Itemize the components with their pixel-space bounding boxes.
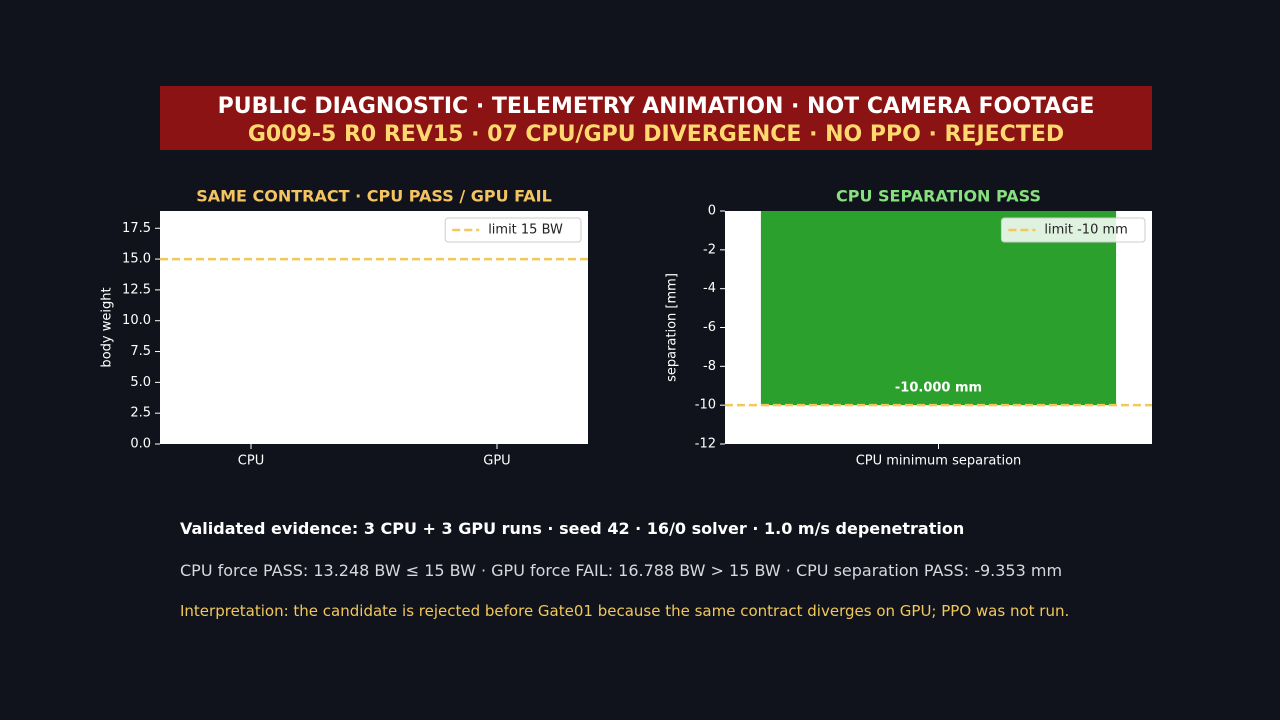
header-band: PUBLIC DIAGNOSTIC · TELEMETRY ANIMATION … bbox=[160, 86, 1152, 150]
y-tick-label: 10.0 bbox=[122, 313, 151, 328]
charts: SAME CONTRACT · CPU PASS / GPU FAIL body … bbox=[100, 187, 1152, 469]
y-axis-label: separation [mm] bbox=[665, 273, 680, 382]
y-tick-label: -8 bbox=[703, 359, 716, 374]
y-tick-label: -10 bbox=[695, 398, 716, 413]
legend-label: limit 15 BW bbox=[488, 223, 563, 238]
x-tick-label: GPU bbox=[483, 454, 510, 469]
footer-evidence: Validated evidence: 3 CPU + 3 GPU runs ·… bbox=[180, 519, 965, 538]
y-tick-label: -12 bbox=[695, 437, 716, 452]
footer-results: CPU force PASS: 13.248 BW ≤ 15 BW · GPU … bbox=[180, 561, 1063, 580]
chart-title: CPU SEPARATION PASS bbox=[836, 187, 1041, 206]
legend-box bbox=[1000, 217, 1146, 243]
legend-label: limit -10 mm bbox=[1044, 223, 1127, 238]
x-tick-label: CPU minimum separation bbox=[856, 454, 1022, 469]
footer-interpretation: Interpretation: the candidate is rejecte… bbox=[180, 602, 1070, 620]
y-tick-label: 7.5 bbox=[130, 344, 151, 359]
header-title: PUBLIC DIAGNOSTIC · TELEMETRY ANIMATION … bbox=[217, 94, 1095, 119]
x-tick-label: CPU bbox=[238, 454, 264, 469]
y-tick-label: 2.5 bbox=[130, 406, 151, 421]
bar bbox=[760, 211, 1117, 406]
y-tick-label: -4 bbox=[703, 281, 716, 296]
legend-box bbox=[444, 217, 582, 243]
header-subtitle: G009-5 R0 REV15 · 07 CPU/GPU DIVERGENCE … bbox=[247, 122, 1065, 147]
chart-title: SAME CONTRACT · CPU PASS / GPU FAIL bbox=[196, 187, 552, 206]
y-axis-label: body weight bbox=[100, 287, 115, 367]
y-tick-label: 0.0 bbox=[130, 437, 151, 452]
y-tick-label: 5.0 bbox=[130, 375, 151, 390]
plot-area bbox=[160, 211, 588, 444]
y-tick-label: -2 bbox=[703, 242, 716, 257]
value-label: -10.000 mm bbox=[895, 381, 982, 396]
y-tick-label: 17.5 bbox=[122, 221, 151, 236]
y-tick-label: 12.5 bbox=[122, 282, 151, 297]
y-tick-label: -6 bbox=[703, 320, 716, 335]
y-tick-label: 0 bbox=[708, 204, 716, 219]
y-tick-label: 15.0 bbox=[122, 252, 151, 267]
